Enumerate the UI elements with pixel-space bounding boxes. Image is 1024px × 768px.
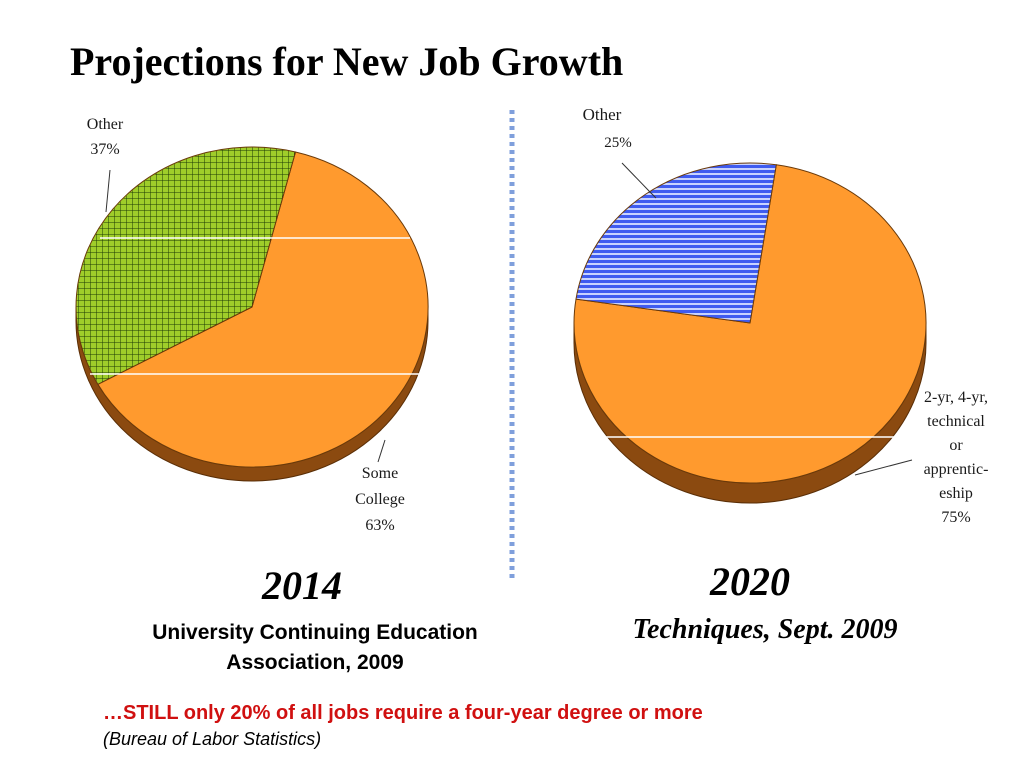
pie-2014: Other 37% Some College 63% xyxy=(75,116,429,534)
leader-line-other-2020 xyxy=(621,162,657,199)
leader-line-other-2014 xyxy=(105,169,111,213)
leader-line-degree-programs xyxy=(854,459,913,476)
label-degree-line3: or xyxy=(949,437,963,454)
pie-2020: Other 25% 2-yr, 4-yr, technical or appre… xyxy=(573,105,989,526)
leader-line-some-college xyxy=(377,439,386,463)
label-degree-line2: technical xyxy=(927,413,985,430)
value-other-2020: 25% xyxy=(604,135,632,151)
label-degree-line5: eship xyxy=(939,485,973,502)
source-2020: Techniques, Sept. 2009 xyxy=(632,614,898,645)
label-degree-line1: 2-yr, 4-yr, xyxy=(924,389,988,406)
label-degree-line4: apprentic- xyxy=(924,461,989,478)
pie-slice-some-college xyxy=(97,151,429,468)
year-2020: 2020 xyxy=(710,559,790,604)
label-some-college-line2: College xyxy=(355,491,405,508)
pie-slice-other-2020 xyxy=(575,162,777,324)
pie-slice-degree-programs xyxy=(573,164,927,484)
footnote-source: (Bureau of Labor Statistics) xyxy=(103,729,322,749)
year-2014: 2014 xyxy=(262,563,342,608)
value-degree-programs: 75% xyxy=(941,509,970,526)
label-some-college-line1: Some xyxy=(362,465,398,482)
label-other-2014: Other xyxy=(87,116,124,133)
value-some-college: 63% xyxy=(365,517,394,534)
label-other-2020: Other xyxy=(583,105,622,124)
source-2014: University Continuing Education Associat… xyxy=(152,621,478,674)
page-title: Projections for New Job Growth xyxy=(70,39,624,84)
pie-slice-other-2014 xyxy=(75,146,297,385)
value-other-2014: 37% xyxy=(90,141,119,158)
footnote-main: …STILL only 20% of all jobs require a fo… xyxy=(103,702,703,724)
footnote: …STILL only 20% of all jobs require a fo… xyxy=(103,700,703,752)
